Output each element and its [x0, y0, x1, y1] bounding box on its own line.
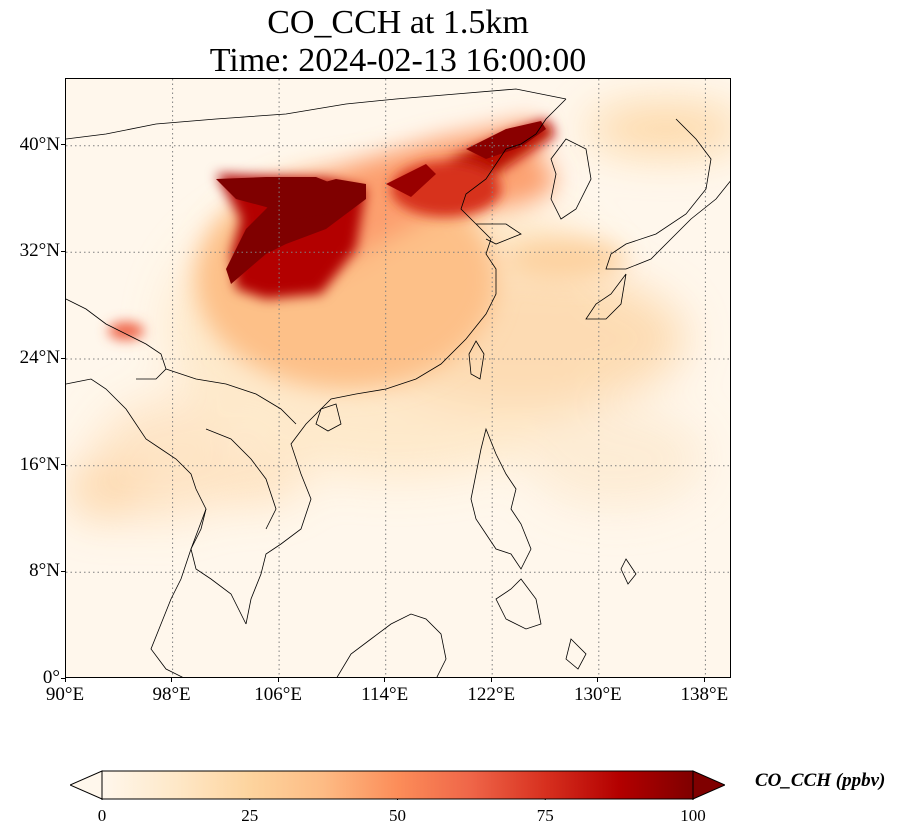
map-title-line1: CO_CCH at 1.5km — [267, 4, 529, 41]
colorbar-tick-label: 75 — [536, 806, 554, 825]
x-tick-label: 106°E — [254, 684, 302, 705]
x-tick-label: 98°E — [152, 684, 191, 705]
y-tick-label: 32°N — [19, 240, 60, 262]
x-tick-label: 90°E — [45, 684, 85, 705]
x-tick-label: 122°E — [467, 684, 516, 705]
x-tick-mark — [490, 678, 492, 682]
x-tick-mark — [703, 678, 705, 682]
x-tick-label: 138°E — [680, 684, 729, 705]
y-tick-mark — [61, 250, 65, 252]
y-tick-label: 0° — [42, 667, 60, 688]
colorbar-tick-label: 0 — [97, 806, 107, 825]
colorbar-tick-label: 100 — [680, 806, 706, 825]
y-tick-label: 40°N — [19, 133, 60, 155]
y-tick-mark — [61, 144, 65, 146]
colorbar-tick-label: 25 — [241, 806, 259, 825]
x-tick-mark — [597, 678, 599, 682]
y-tick-label: 24°N — [19, 347, 60, 368]
map-title-line2: Time: 2024-02-13 16:00:00 — [209, 42, 587, 79]
y-tick-label: 16°N — [19, 453, 60, 475]
plume-core — [216, 121, 546, 284]
colorbar — [70, 770, 725, 800]
y-tick-mark — [61, 570, 65, 572]
y-tick-label: 8°N — [29, 560, 60, 582]
y-tick-mark — [61, 464, 65, 466]
colorbar-tick-lines — [101, 799, 694, 800]
coastlines — [66, 88, 730, 677]
x-tick-mark — [64, 678, 66, 682]
gridlines — [66, 79, 730, 677]
colorbar-tick-label: 50 — [389, 806, 406, 825]
map-canvas — [66, 79, 730, 677]
x-tick-label: 114°E — [361, 684, 409, 705]
y-tick-mark — [61, 357, 65, 359]
x-tick-mark — [384, 678, 386, 682]
colorbar-label: CO_CCH (ppbv) — [755, 770, 886, 791]
colorbar-extend-left — [70, 770, 103, 800]
x-tick-label: 130°E — [573, 684, 622, 705]
y-tick-mark — [61, 677, 65, 679]
colorbar-extend-right — [692, 770, 725, 800]
map-panel — [65, 78, 731, 678]
colorbar-body — [101, 770, 694, 800]
x-tick-mark — [277, 678, 279, 682]
x-tick-mark — [171, 678, 173, 682]
